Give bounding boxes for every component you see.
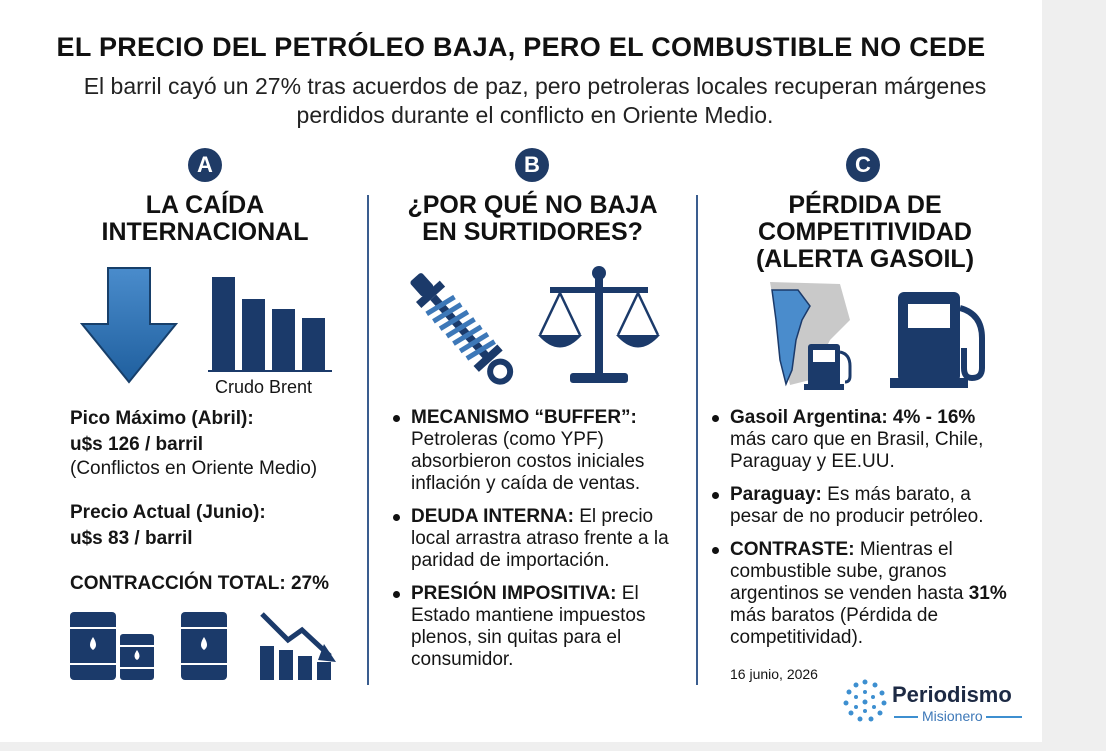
section-letter: B <box>515 148 549 182</box>
bullet-bold: PRESIÓN IMPOSITIVA: <box>411 583 617 604</box>
bullet-text: El Estado mantiene impuestos plenos, sin… <box>411 583 646 670</box>
bullet-text: Es más barato, a pesar de no producir pe… <box>730 484 984 527</box>
logo-sub: Misionero <box>922 708 983 724</box>
section-title: PÉRDIDA DE COMPETITIVIDAD (ALERTA GASOIL… <box>755 191 975 273</box>
logo-mark <box>843 679 887 722</box>
scales-icon <box>538 266 660 383</box>
bullet-bold: Paraguay: <box>730 484 822 505</box>
section-title: ¿POR QUÉ NO BAJA EN SURTIDORES? <box>407 191 658 246</box>
stat-label: Pico Máximo (Abril): <box>70 408 254 429</box>
logo-name: Periodismo <box>892 682 1012 707</box>
infographic: EL PRECIO DEL PETRÓLEO BAJA, PERO EL COM… <box>0 0 1042 742</box>
title: EL PRECIO DEL PETRÓLEO BAJA, PERO EL COM… <box>56 32 986 62</box>
section-title: LA CAÍDA INTERNACIONAL <box>101 191 309 246</box>
bullet-bold: Gasoil Argentina: 4% - 16% <box>730 407 976 428</box>
bullet-bold: DEUDA INTERNA: <box>411 506 574 527</box>
bar-icon <box>242 299 265 370</box>
barrel-icons <box>70 612 336 680</box>
stat-value: u$s 83 / barril <box>70 528 193 549</box>
stats: Pico Máximo (Abril): u$s 126 / barril (C… <box>70 407 360 595</box>
divider <box>367 195 369 685</box>
bullet-text: Petroleras (como YPF) absorbieron costos… <box>411 429 645 494</box>
bullet-text: El precio local arrastra atraso frente a… <box>411 506 669 571</box>
bullet: DEUDA INTERNA: El precio local arrastra … <box>393 506 693 572</box>
bullet: Paraguay: Es más barato, a pesar de no p… <box>712 484 1012 528</box>
bar-icon <box>212 277 235 370</box>
divider <box>696 195 698 685</box>
date: 16 junio, 2026 <box>730 666 818 682</box>
total: CONTRACCIÓN TOTAL: 27% <box>70 573 329 594</box>
map-argentina <box>771 289 811 387</box>
bar-icon <box>302 318 325 370</box>
stat-label: Precio Actual (Junio): <box>70 502 266 523</box>
bar-icon <box>272 309 295 370</box>
bullet: Gasoil Argentina: 4% - 16% más caro que … <box>712 407 1012 473</box>
stat-value: u$s 126 / barril <box>70 434 204 455</box>
bullet-text: Mientras el combustible sube, granos arg… <box>730 539 964 604</box>
bullet-bold: CONTRASTE: <box>730 539 855 560</box>
section-b-icons <box>410 266 660 385</box>
section-letter: A <box>188 148 222 182</box>
bullet: CONTRASTE: Mientras el combustible sube,… <box>712 539 1012 649</box>
section-letter: C <box>846 148 880 182</box>
bullet-list: MECANISMO “BUFFER”: Petroleras (como YPF… <box>393 407 693 682</box>
logo-rule <box>894 716 918 718</box>
bullet-bold: 31% <box>968 583 1007 604</box>
logo-rule <box>986 716 1022 718</box>
chart-label: Crudo Brent <box>215 377 313 397</box>
section-a-icons <box>79 267 332 384</box>
bullet: MECANISMO “BUFFER”: Petroleras (como YPF… <box>393 407 693 495</box>
bullet-bold: MECANISMO “BUFFER”: <box>411 407 637 428</box>
shock-absorber-icon <box>410 273 514 385</box>
down-arrow <box>79 267 179 384</box>
subtitle: El barril cayó un 27% tras acuerdos de p… <box>83 73 987 128</box>
bullet: PRESIÓN IMPOSITIVA: El Estado mantiene i… <box>393 583 693 671</box>
bullet-list: Gasoil Argentina: 4% - 16% más caro que … <box>712 407 1012 660</box>
section-c-icons <box>770 282 985 390</box>
stat-note: (Conflictos en Oriente Medio) <box>70 458 318 479</box>
bullet-text: más baratos (Pérdida de competitividad). <box>730 605 939 648</box>
bullet-text: más caro que en Brasil, Chile, Paraguay … <box>730 429 984 472</box>
